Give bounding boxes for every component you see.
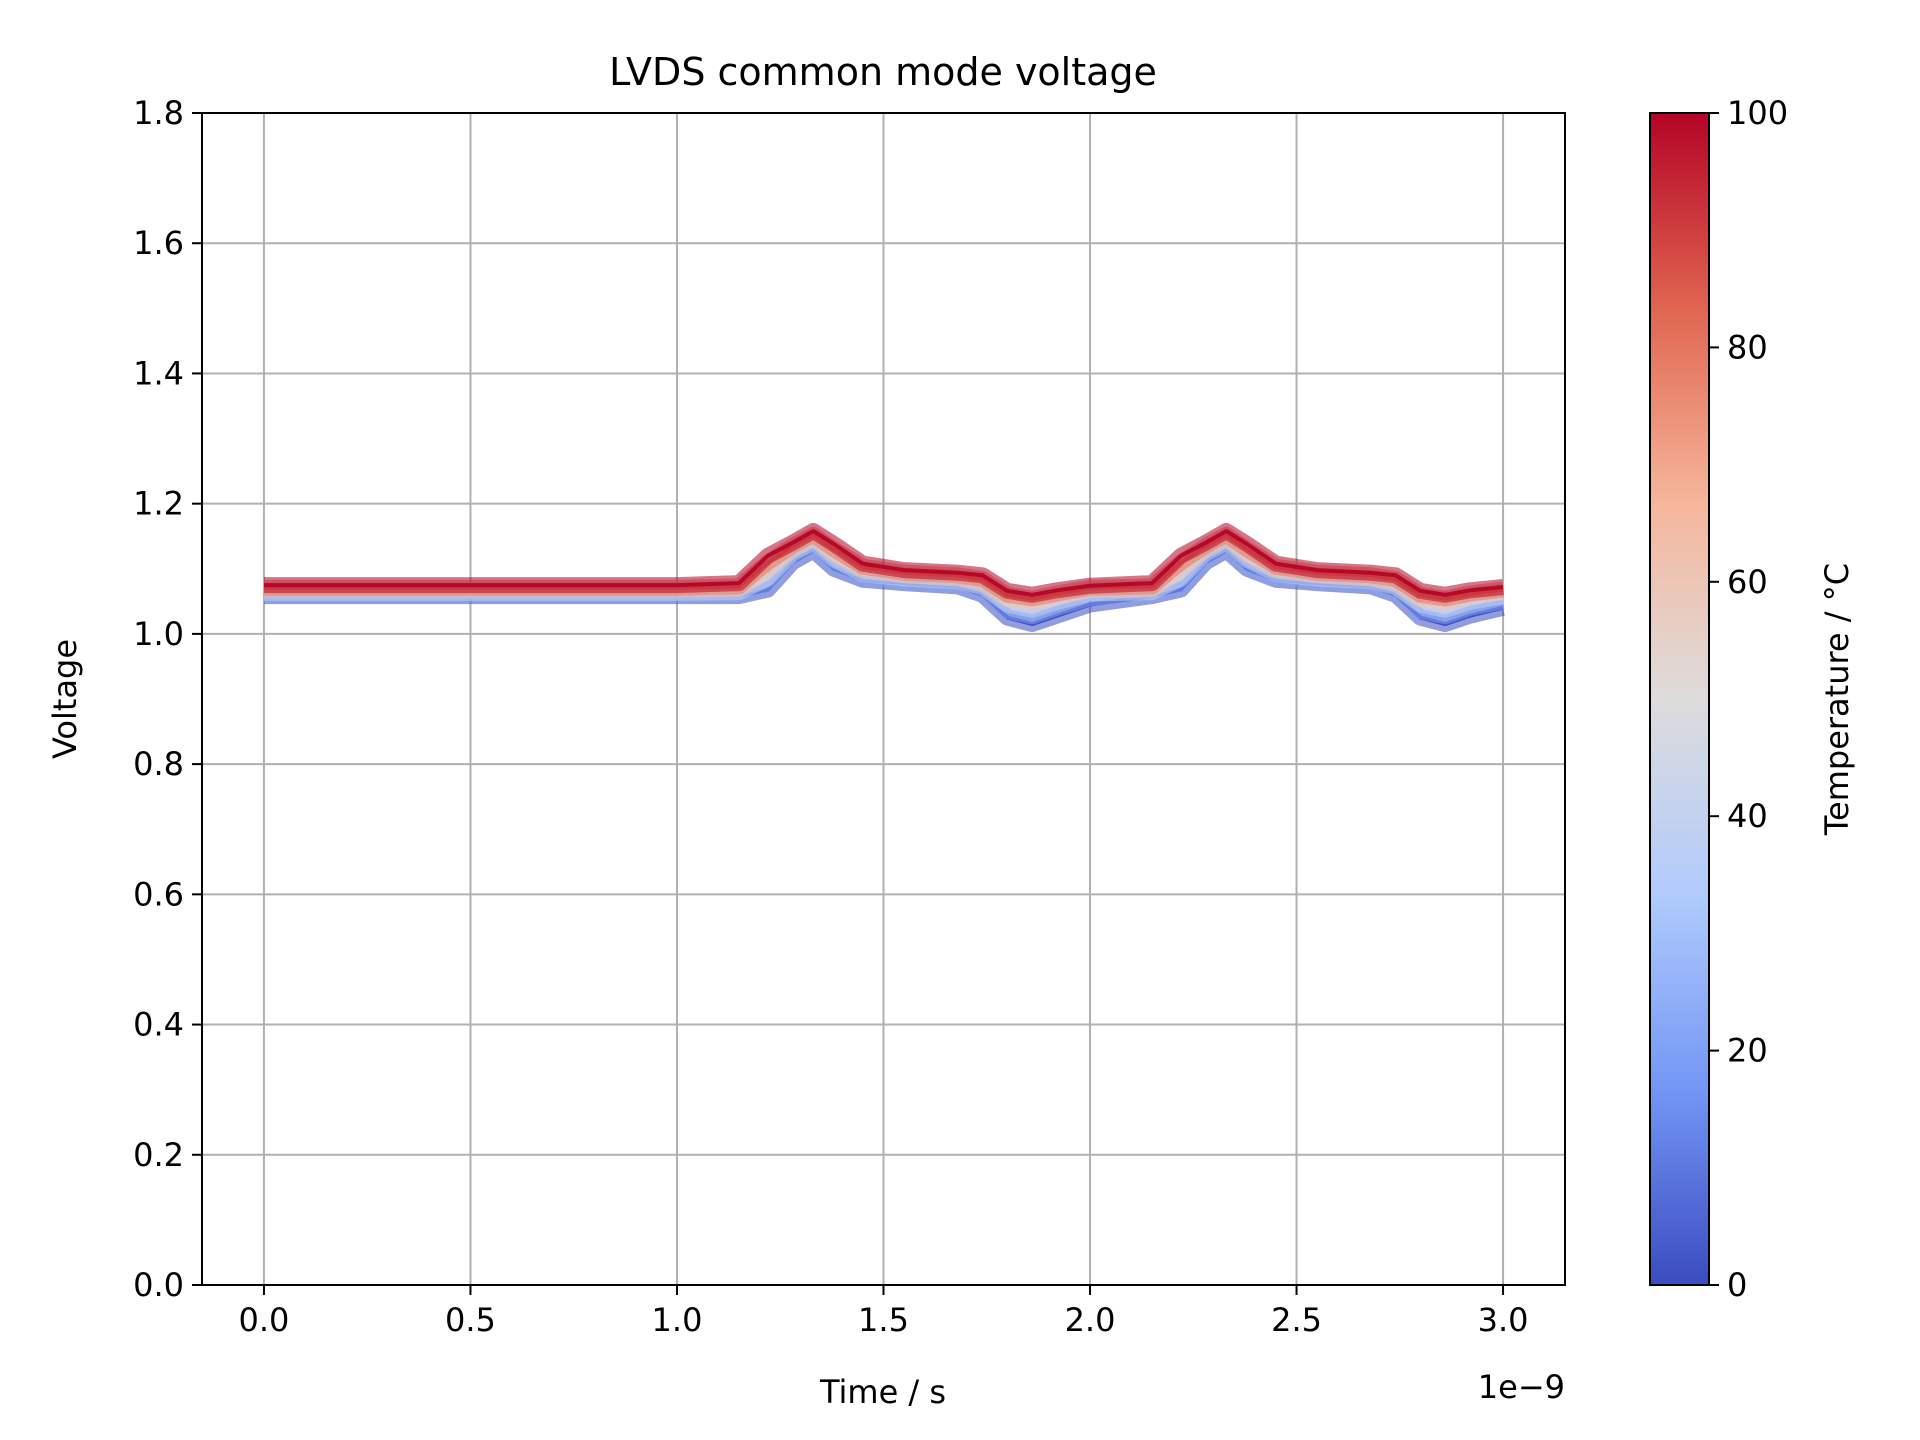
colorbar-label: Temperature / °C [1818,563,1856,836]
series-group [264,523,1505,633]
x-axis-label: Time / s [819,1373,946,1411]
y-axis: 0.0 0.2 0.4 0.6 0.8 1.0 1.2 1.4 1.6 1.8 [133,94,202,1304]
colorbar-axis: 0 20 40 60 80 100 [1709,94,1788,1304]
y-tick-label: 1.2 [133,485,184,523]
colorbar-tick-label: 60 [1727,563,1768,601]
x-tick-label: 3.0 [1478,1301,1529,1339]
y-axis-label: Voltage [46,639,84,759]
colorbar-tick-label: 0 [1727,1266,1747,1304]
x-tick-label: 0.5 [445,1301,496,1339]
colorbar-tick-label: 20 [1727,1032,1768,1070]
y-tick-label: 1.4 [133,354,184,392]
y-tick-label: 1.8 [133,94,184,132]
colorbar-tick-label: 80 [1727,328,1768,366]
y-tick-label: 0.0 [133,1266,184,1304]
x-tick-label: 1.5 [858,1301,909,1339]
series-core-100 [264,529,1504,597]
x-axis: 0.0 0.5 1.0 1.5 2.0 2.5 3.0 [239,1285,1529,1339]
x-tick-label: 1.0 [652,1301,703,1339]
y-tick-label: 1.6 [133,224,184,262]
colorbar-tick-label: 40 [1727,797,1768,835]
y-tick-label: 0.8 [133,745,184,783]
x-tick-label: 0.0 [239,1301,290,1339]
colorbar-tick-label: 100 [1727,94,1788,132]
x-tick-label: 2.5 [1271,1301,1322,1339]
x-offset-label: 1e−9 [1478,1368,1565,1406]
chart-title: LVDS common mode voltage [609,50,1157,94]
y-tick-label: 1.0 [133,615,184,653]
y-tick-label: 0.2 [133,1136,184,1174]
colorbar [1649,112,1710,1286]
y-tick-label: 0.4 [133,1006,184,1044]
y-tick-label: 0.6 [133,875,184,913]
x-tick-label: 2.0 [1065,1301,1116,1339]
